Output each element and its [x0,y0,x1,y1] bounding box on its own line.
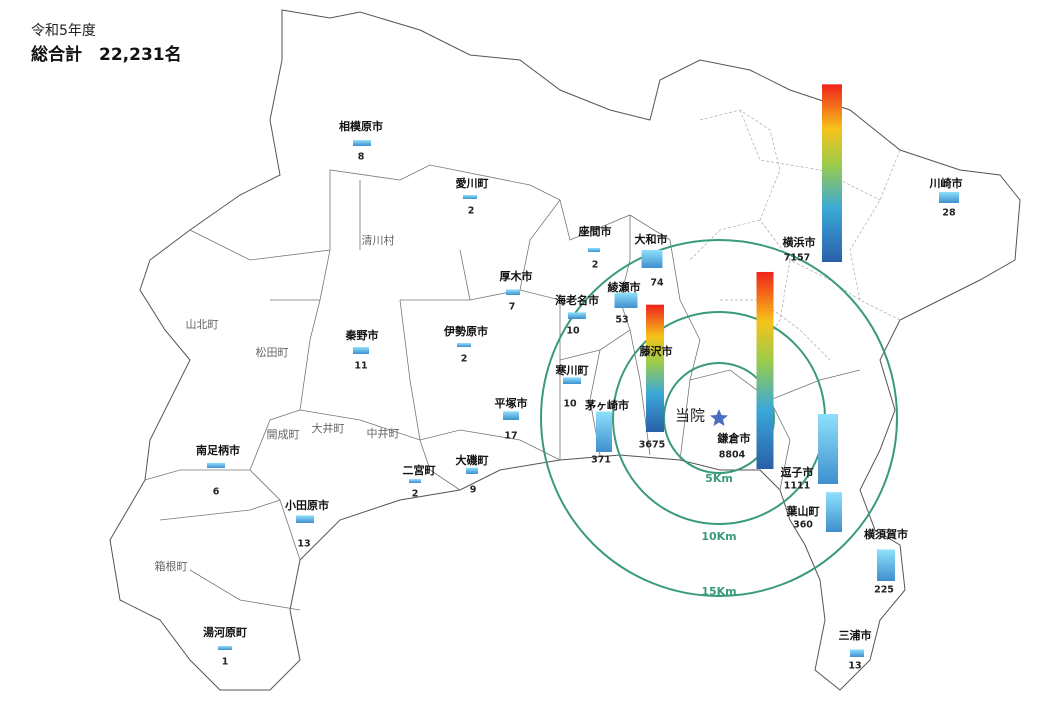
value-label: 53 [615,315,628,326]
bar [207,462,225,468]
ring-label: 10Km [701,530,736,543]
hospital-star [710,409,728,426]
region-label: 中井町 [367,426,400,440]
place-name: 藤沢市 [640,344,673,358]
place-name: 三浦市 [839,628,872,642]
bar [563,377,581,384]
bar [568,312,586,319]
bar [463,195,477,199]
value-label: 2 [468,206,475,217]
bar [850,649,864,657]
value-label: 74 [650,278,664,289]
place-name: 逗子市 [781,465,814,479]
ward-borders [689,109,901,361]
value-label: 8 [358,152,365,163]
place-name: 南足柄市 [196,443,240,457]
bar [939,191,959,203]
bar [296,515,314,523]
ring-15km [540,239,898,597]
value-label: 8804 [719,450,746,461]
place-name: 秦野市 [345,328,379,342]
value-label: 13 [848,661,861,672]
bar [877,549,895,581]
bar [353,347,369,354]
bar [503,411,519,420]
place-name: 平塚市 [495,396,528,410]
value-label: 225 [874,585,894,596]
value-label: 2 [412,489,419,500]
place-name: 厚木市 [500,269,533,283]
bar [614,292,638,308]
bar [822,84,842,263]
bar [588,248,600,252]
region-label: 大井町 [312,421,345,435]
bar [756,271,774,469]
value-label: 7 [509,302,516,313]
bar [506,289,520,295]
place-name: 海老名市 [555,293,599,307]
place-name: 横須賀市 [864,527,908,541]
place-name: 大和市 [635,232,668,246]
value-label: 3675 [639,440,665,451]
bar [641,249,663,268]
value-label: 371 [591,455,611,466]
place-name: 寒川町 [555,363,589,377]
value-label: 360 [793,520,813,531]
region-label: 清川村 [362,233,395,247]
region-label: 箱根町 [155,559,188,573]
place-name: 二宮町 [403,463,436,477]
place-name: 横浜市 [783,235,816,249]
place-name: 大磯町 [456,453,489,467]
place-name: 伊勢原市 [443,324,488,338]
value-label: 2 [592,260,599,271]
distance-rings [540,239,898,597]
bar [466,467,478,474]
hospital-label: 当院 [675,407,705,425]
ring-label: 5Km [705,472,733,485]
bar [818,414,838,484]
value-label: 28 [942,208,956,219]
bar [353,140,371,146]
region-label: 開成町 [267,428,300,441]
value-label: 9 [470,485,477,496]
place-name: 愛川町 [456,176,489,190]
value-label: 10 [563,399,577,410]
value-label: 1 [222,657,229,668]
bar [596,411,612,452]
bar [646,304,664,432]
places: 相模原市 8 愛川町 2 座間市 2 大和市 74 厚木市 7 海老名市 10 綾瀬市 53 伊勢原市 2 秦野… [196,84,963,672]
value-label: 7157 [784,253,810,264]
value-label: 17 [504,431,517,442]
place-name: 茅ヶ崎市 [585,398,629,412]
place-name: 座間市 [578,224,612,238]
value-label: 10 [566,326,580,337]
value-label: 2 [461,354,468,365]
place-name: 川崎市 [929,176,963,190]
place-name: 葉山町 [786,504,820,518]
value-label: 11 [354,361,367,372]
region-label: 山北町 [186,318,219,331]
bar [826,492,842,532]
ring-label: 15Km [701,585,736,598]
place-name: 湯河原町 [203,625,247,639]
bar [457,343,471,347]
place-name: 相模原市 [339,119,383,133]
region-label: 松田町 [256,345,289,359]
bar [218,646,232,650]
bar [409,479,421,483]
value-label: 6 [213,487,220,498]
place-name: 鎌倉市 [717,431,751,445]
value-label: 1111 [784,481,810,492]
fiscal-year: 令和5年度 [31,23,96,39]
value-label: 13 [297,539,310,550]
place-name: 綾瀬市 [608,280,641,294]
place-name: 小田原市 [284,498,329,512]
prefecture-outline [109,9,1021,691]
total: 総合計 22,231名 [31,44,182,65]
